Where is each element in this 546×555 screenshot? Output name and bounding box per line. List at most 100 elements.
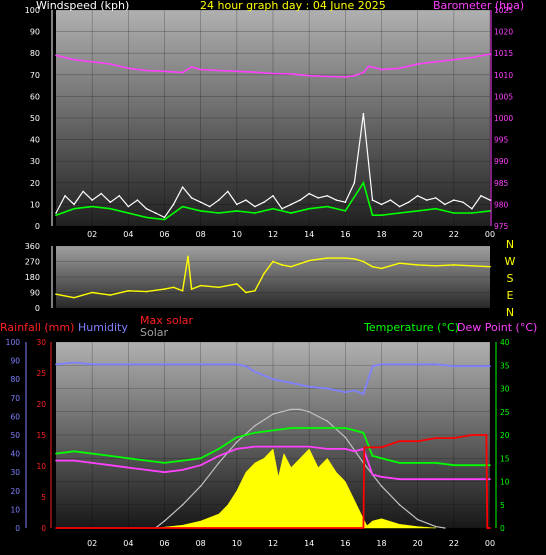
windspeed-point bbox=[55, 212, 57, 214]
temperature-tick-label: 0 bbox=[500, 524, 505, 533]
wind-average-point bbox=[471, 212, 473, 214]
wind-x-tick-label: 02 bbox=[87, 230, 97, 239]
windspeed-tick-label: 50 bbox=[30, 114, 40, 123]
dewpoint-point bbox=[344, 448, 347, 450]
humidity-point bbox=[489, 365, 491, 367]
direction-tick-label: 90 bbox=[30, 289, 40, 298]
wind-average-point bbox=[236, 210, 238, 212]
wind-x-tick-label: 22 bbox=[449, 230, 459, 239]
windspeed-point bbox=[434, 197, 437, 199]
windspeed-point bbox=[380, 203, 383, 206]
windspeed-point bbox=[226, 190, 229, 193]
barometer-point bbox=[199, 68, 202, 71]
windspeed-tick-label: 20 bbox=[30, 179, 40, 188]
wind-average-point bbox=[290, 212, 292, 214]
rainfall-point bbox=[398, 440, 401, 443]
barometer-point bbox=[272, 72, 274, 75]
temperature-point bbox=[145, 459, 148, 462]
barometer-tick-label: 1005 bbox=[494, 92, 513, 101]
barometer-tick-label: 975 bbox=[494, 222, 509, 231]
wind-direction-point bbox=[163, 288, 166, 290]
dewpoint-point bbox=[236, 448, 238, 450]
climate-x-tick-label: 04 bbox=[123, 539, 133, 548]
windspeed-point bbox=[181, 186, 184, 188]
barometer-point bbox=[254, 71, 256, 74]
climate-x-tick-label: 06 bbox=[159, 539, 169, 548]
windspeed-tick-label: 40 bbox=[30, 136, 40, 145]
humidity-point bbox=[371, 365, 374, 367]
wind-average-point bbox=[91, 205, 93, 208]
compass-label: S bbox=[507, 272, 514, 285]
wind-direction-point bbox=[254, 289, 256, 292]
axes: 0102030405060708090100975980985990995100… bbox=[6, 6, 516, 548]
wind-direction-point bbox=[281, 264, 283, 266]
dewpoint-point bbox=[434, 478, 437, 480]
windspeed-point bbox=[317, 197, 320, 199]
windspeed-tick-label: 10 bbox=[30, 200, 40, 209]
humidity-point bbox=[163, 363, 166, 366]
humidity-point bbox=[326, 387, 329, 390]
temperature-point bbox=[434, 462, 437, 464]
wind-x-tick-label: 00 bbox=[485, 230, 495, 239]
humidity-point bbox=[254, 370, 256, 373]
max-solar-point bbox=[217, 462, 220, 464]
climate-x-tick-label: 14 bbox=[304, 539, 314, 548]
barometer-point bbox=[181, 71, 184, 74]
humidity-point bbox=[416, 363, 419, 366]
wind-average-point bbox=[163, 218, 166, 221]
dewpoint-point bbox=[73, 459, 75, 462]
windspeed-point bbox=[389, 199, 392, 201]
wind-average-point bbox=[344, 210, 347, 212]
windspeed-tick-label: 100 bbox=[25, 6, 40, 15]
temperature-point bbox=[326, 427, 329, 429]
wind-direction-point bbox=[453, 264, 455, 266]
wind-average-point bbox=[308, 207, 310, 210]
windspeed-point bbox=[362, 112, 365, 115]
temperature-axis-title: Temperature (°C) bbox=[363, 321, 459, 334]
wind-average-point bbox=[380, 214, 383, 216]
windspeed-point bbox=[199, 201, 202, 204]
humidity-point bbox=[290, 382, 292, 384]
wind-direction-point bbox=[217, 286, 220, 289]
barometer-point bbox=[308, 74, 310, 77]
barometer-point bbox=[489, 53, 491, 55]
wind-average-series bbox=[55, 180, 491, 221]
temperature-point bbox=[344, 427, 347, 429]
wind-direction-point bbox=[187, 255, 189, 258]
wind-x-tick-label: 18 bbox=[376, 230, 386, 239]
wind-average-point bbox=[73, 207, 75, 210]
temperature-point bbox=[55, 452, 57, 455]
humidity-point bbox=[362, 393, 365, 395]
humidity-tick-label: 70 bbox=[10, 394, 20, 403]
max-solar-point bbox=[434, 525, 437, 528]
dewpoint-point bbox=[308, 445, 310, 448]
windspeed-point bbox=[443, 203, 446, 206]
rainfall-tick-label: 20 bbox=[36, 400, 46, 409]
wind-average-point bbox=[398, 212, 401, 214]
barometer-point bbox=[453, 58, 455, 61]
wind-direction-point bbox=[91, 291, 93, 294]
max-solar-point bbox=[254, 424, 256, 427]
windspeed-point bbox=[82, 190, 84, 193]
dewpoint-point bbox=[109, 464, 112, 467]
wind-average-point bbox=[453, 212, 455, 214]
barometer-series bbox=[55, 53, 491, 78]
dewpoint-point bbox=[55, 459, 57, 462]
temperature-point bbox=[272, 429, 274, 432]
barometer-point bbox=[55, 54, 57, 57]
wind-x-tick-label: 12 bbox=[268, 230, 278, 239]
max-solar-point bbox=[236, 441, 238, 443]
temperature-point bbox=[217, 448, 220, 450]
barometer-tick-label: 995 bbox=[494, 136, 509, 145]
humidity-point bbox=[471, 365, 473, 367]
wind-average-point bbox=[362, 182, 365, 184]
humidity-tick-label: 100 bbox=[6, 338, 21, 347]
humidity-tick-label: 80 bbox=[10, 375, 20, 384]
wind-direction-point bbox=[73, 296, 75, 299]
wind-direction-point bbox=[263, 272, 265, 275]
windspeed-tick-label: 90 bbox=[30, 28, 40, 37]
humidity-point bbox=[272, 378, 274, 381]
temperature-point bbox=[308, 427, 310, 429]
windspeed-point bbox=[217, 199, 220, 201]
barometer-point bbox=[326, 75, 329, 78]
